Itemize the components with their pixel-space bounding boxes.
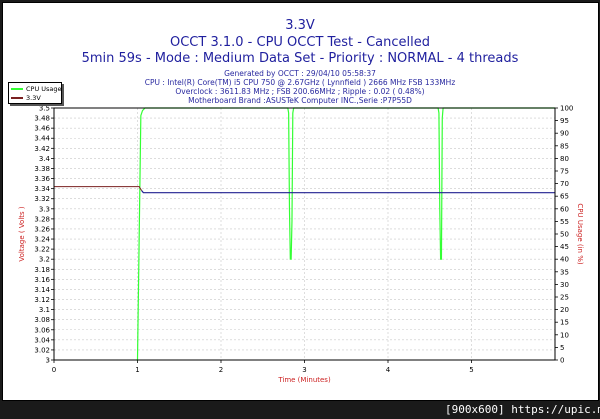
x-tick-label: 4 xyxy=(386,366,391,374)
y-tick-label: 3.38 xyxy=(34,165,50,173)
x-tick-label: 5 xyxy=(469,366,473,374)
y2-tick-label: 90 xyxy=(560,130,569,138)
y2-tick-label: 20 xyxy=(560,306,569,314)
y-tick-label: 3.12 xyxy=(34,296,50,304)
series-line-cpu-usage xyxy=(136,107,555,361)
y-tick-label: 3.26 xyxy=(34,225,50,233)
y2-tick-label: 75 xyxy=(560,168,569,176)
y-tick-label: 3.36 xyxy=(34,175,50,183)
y-tick-label: 3.22 xyxy=(34,246,50,254)
y-tick-label: 3.24 xyxy=(34,236,50,244)
legend-label-voltage: 3.3V xyxy=(26,93,41,102)
x-tick-label: 2 xyxy=(219,366,223,374)
y-tick-label: 3.48 xyxy=(34,115,50,123)
info-generated: Generated by OCCT : 29/04/10 05:58:37 xyxy=(224,69,376,78)
y-tick-label: 3.4 xyxy=(39,155,51,163)
y-tick-label: 3.42 xyxy=(34,145,50,153)
x-tick-label: 1 xyxy=(135,366,139,374)
info-cpu: CPU : Intel(R) Core(TM) i5 CPU 750 @ 2.6… xyxy=(144,78,456,87)
y2-tick-label: 65 xyxy=(560,193,569,201)
legend-swatch-voltage xyxy=(11,96,23,99)
legend: CPU Usage 3.3V xyxy=(8,82,62,104)
info-overclock: Overclock : 3611.83 MHz ; FSB 200.66MHz … xyxy=(175,87,425,96)
y2-tick-label: 60 xyxy=(560,205,569,213)
y-tick-label: 3.34 xyxy=(34,185,50,193)
y2-tick-label: 40 xyxy=(560,256,569,264)
x-axis-title: Time (Minutes) xyxy=(277,376,331,384)
y-tick-label: 3.04 xyxy=(34,336,50,344)
plot-border xyxy=(53,107,556,361)
y-tick-label: 3.32 xyxy=(34,195,50,203)
legend-item-cpu: CPU Usage xyxy=(11,84,62,93)
y2-tick-label: 30 xyxy=(560,281,569,289)
y-tick-label: 3.3 xyxy=(39,205,50,213)
y2-tick-label: 25 xyxy=(560,294,569,302)
legend-item-voltage: 3.3V xyxy=(11,93,41,102)
info-motherboard: Motherboard Brand :ASUSTeK Computer INC.… xyxy=(188,96,412,105)
y2-tick-label: 50 xyxy=(560,231,569,239)
y2-tick-label: 5 xyxy=(560,344,564,352)
y-tick-label: 3.2 xyxy=(39,256,50,264)
y-tick-label: 3.5 xyxy=(39,105,50,113)
x-tick-label: 0 xyxy=(52,366,56,374)
y2-tick-label: 85 xyxy=(560,142,569,150)
series-line-voltage-start xyxy=(54,186,143,191)
y-tick-label: 3.16 xyxy=(34,276,50,284)
y2-tick-label: 0 xyxy=(560,357,564,365)
y-tick-label: 3.18 xyxy=(34,266,50,274)
y-tick-label: 3.08 xyxy=(34,316,50,324)
y2-tick-label: 80 xyxy=(560,155,569,163)
legend-swatch-cpu xyxy=(11,87,23,90)
watermark-footer: [900x600] https://upic.me/ xyxy=(445,403,600,416)
y-tick-label: 3.1 xyxy=(39,306,50,314)
y2-tick-label: 15 xyxy=(560,319,569,327)
y2-tick-label: 95 xyxy=(560,117,569,125)
y2-tick-label: 10 xyxy=(560,331,569,339)
y2-tick-label: 100 xyxy=(560,105,573,113)
legend-label-cpu: CPU Usage xyxy=(26,84,62,93)
series-line-voltage xyxy=(141,190,555,194)
y-tick-label: 3.44 xyxy=(34,135,50,143)
chart-subtitle-test: OCCT 3.1.0 - CPU OCCT Test - Cancelled xyxy=(170,35,430,50)
y-tick-label: 3.14 xyxy=(34,286,50,294)
y-tick-label: 3.06 xyxy=(34,326,50,334)
x-tick-label: 3 xyxy=(302,366,306,374)
y-axis-title: Voltage ( Volts ) xyxy=(18,206,26,262)
y2-tick-label: 35 xyxy=(560,268,569,276)
y2-tick-label: 55 xyxy=(560,218,569,226)
y-tick-label: 3.02 xyxy=(34,346,50,354)
y-tick-label: 3 xyxy=(46,357,50,365)
y-tick-label: 3.28 xyxy=(34,215,50,223)
y2-axis-title: CPU Usage (in %) xyxy=(576,203,584,264)
y2-tick-label: 45 xyxy=(560,243,569,251)
y-tick-label: 3.46 xyxy=(34,125,50,133)
y2-tick-label: 70 xyxy=(560,180,569,188)
chart-subtitle-mode: 5min 59s - Mode : Medium Data Set - Prio… xyxy=(81,51,519,66)
chart-title: 3.3V xyxy=(285,18,315,33)
